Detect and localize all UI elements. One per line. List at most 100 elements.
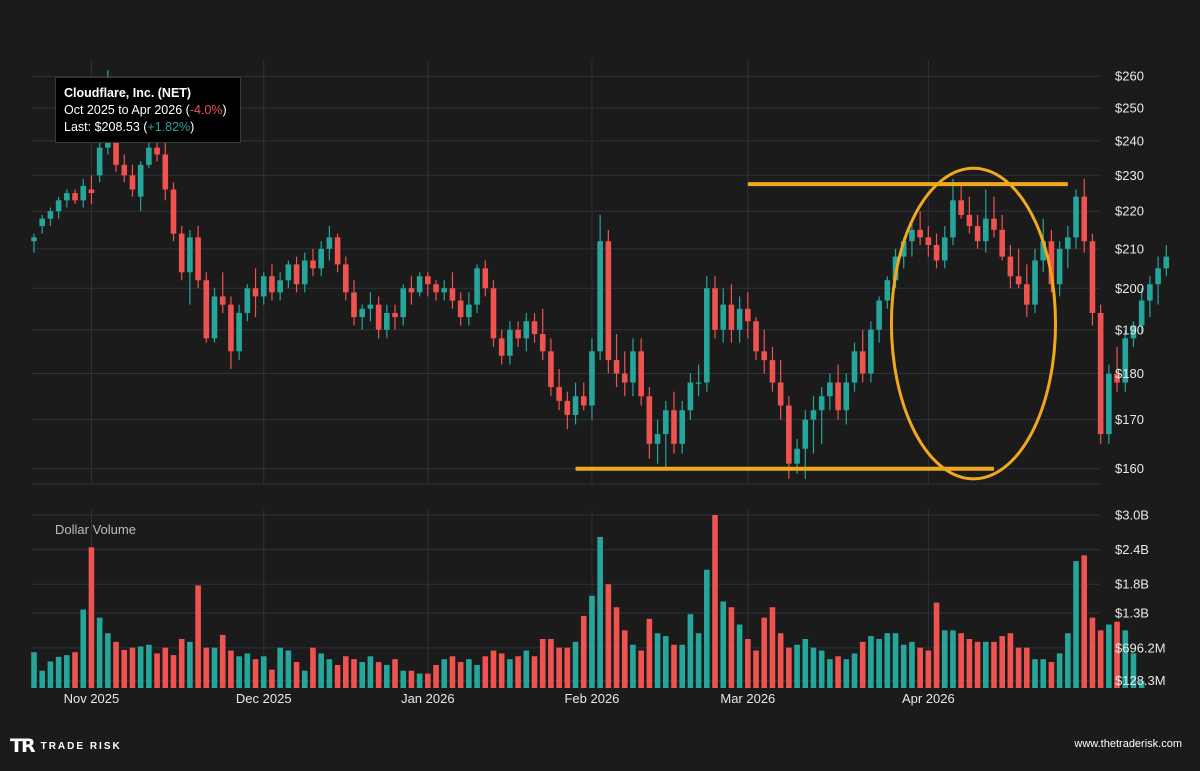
volume-bar — [105, 633, 111, 688]
tooltip-last-price: $208.53 — [94, 120, 140, 134]
candle-body — [851, 351, 858, 383]
candle-body — [671, 410, 677, 444]
volume-bar — [539, 638, 546, 688]
candle-body — [80, 185, 87, 201]
candle-body — [1155, 268, 1161, 285]
volume-bar — [146, 644, 152, 688]
candle-body — [662, 410, 669, 435]
volume-bar — [917, 647, 923, 688]
volume-bar — [326, 659, 333, 688]
price-tick-label: $180 — [1115, 366, 1144, 381]
volume-bar — [597, 536, 603, 688]
tooltip-title: Cloudflare, Inc. (NET) — [64, 86, 192, 100]
volume-bar — [900, 644, 907, 688]
volume-bar — [892, 633, 899, 688]
highlight-ellipse — [889, 166, 1058, 481]
volume-bar — [154, 653, 160, 688]
candle-body — [728, 304, 735, 330]
candle-body — [736, 308, 743, 330]
candle-body — [1024, 284, 1030, 305]
volume-bar — [113, 641, 119, 688]
volume-bar — [408, 670, 415, 688]
candle-body — [392, 312, 398, 318]
tooltip-period-change: -4.0% — [189, 103, 223, 117]
candle-body — [925, 237, 932, 246]
volume-bar — [630, 644, 636, 688]
candle-body — [654, 434, 661, 444]
volume-bar — [695, 633, 702, 688]
volume-bar — [556, 647, 562, 688]
candle-body — [260, 276, 267, 297]
volume-bar — [1056, 653, 1063, 688]
candle-body — [523, 321, 530, 339]
candle-body — [572, 396, 579, 415]
price-tick-label: $250 — [1115, 100, 1144, 115]
candle-body — [933, 245, 940, 261]
volume-bar — [884, 633, 891, 688]
candle-body — [490, 288, 497, 339]
volume-bar — [252, 659, 259, 688]
candle-body — [236, 312, 242, 352]
tooltip-last-label: Last: — [64, 120, 92, 134]
volume-tick-label: $3.0B — [1115, 508, 1149, 523]
volume-bar — [269, 669, 275, 688]
volume-bar — [1089, 617, 1096, 688]
candle-body — [638, 351, 644, 397]
volume-bar — [769, 607, 776, 688]
candle-body — [375, 304, 382, 330]
month-label: Nov 2025 — [64, 691, 120, 706]
volume-bar — [425, 673, 431, 688]
grid-lines — [32, 60, 1100, 688]
candle-body — [31, 237, 37, 242]
volume-bar — [433, 664, 439, 688]
price-tick-label: $160 — [1115, 461, 1144, 476]
price-tick-label: $200 — [1115, 281, 1144, 296]
website-url: www.thetraderisk.com — [1074, 738, 1182, 750]
candle-body — [441, 288, 448, 293]
volume-bar — [367, 656, 374, 688]
candle-body — [88, 189, 95, 194]
price-tick-label: $230 — [1115, 168, 1144, 183]
candle-body — [121, 164, 128, 176]
volume-bar — [909, 641, 915, 688]
volume-bar — [638, 650, 644, 688]
volume-bar — [704, 569, 710, 688]
volume-bar — [712, 515, 718, 688]
volume-bar — [64, 655, 70, 688]
candle-body — [835, 382, 841, 411]
candle-body — [1040, 241, 1047, 261]
volume-bar — [137, 646, 144, 688]
volume-bar — [728, 607, 735, 688]
volume-bar — [564, 647, 571, 688]
candle-body — [597, 241, 603, 352]
volume-bar — [351, 659, 357, 688]
price-tick-label: $190 — [1115, 322, 1144, 337]
candle-body — [55, 200, 62, 212]
volume-bar — [572, 641, 579, 688]
candle-body — [564, 400, 571, 415]
volume-bar — [621, 630, 628, 688]
volume-tick-label: $128.3M — [1115, 673, 1166, 688]
volume-bar — [1015, 647, 1022, 688]
volume-bar — [121, 649, 128, 688]
volume-bar — [925, 650, 932, 688]
month-label: Mar 2026 — [720, 691, 775, 706]
candle-body — [802, 419, 809, 449]
volume-bars — [31, 515, 1145, 688]
volume-bar — [457, 662, 464, 688]
candle-body — [244, 288, 251, 313]
candle-body — [876, 300, 882, 330]
tooltip-period: Oct 2025 to Apr 2026 — [64, 103, 183, 117]
volume-bar — [170, 655, 177, 688]
volume-bar — [203, 647, 210, 688]
candle-body — [1032, 260, 1038, 305]
volume-bar — [178, 638, 185, 688]
volume-bar — [1081, 555, 1088, 688]
volume-bar — [720, 601, 727, 688]
candle-body — [580, 396, 587, 406]
volume-tick-label: $1.3B — [1115, 606, 1149, 621]
candle-body — [425, 276, 431, 285]
volume-bar — [228, 650, 234, 688]
volume-bar — [654, 633, 661, 688]
